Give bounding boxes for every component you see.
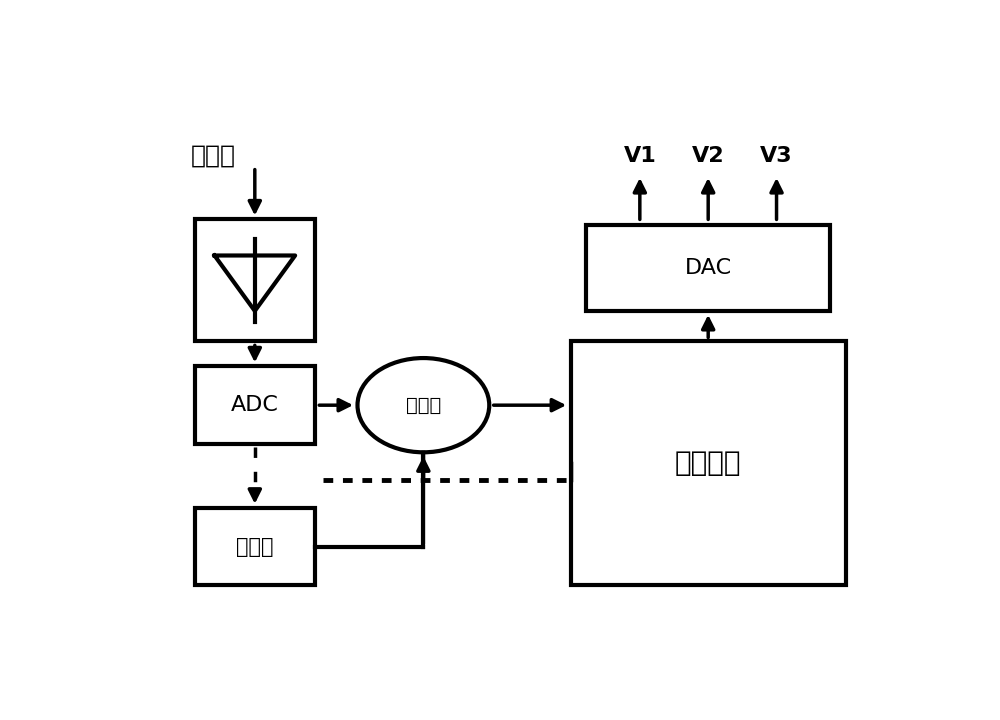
Text: 微处理器: 微处理器 (675, 449, 741, 477)
Text: 存储器: 存储器 (236, 536, 274, 557)
Text: V3: V3 (760, 145, 793, 166)
Bar (571, 341, 846, 585)
Text: V2: V2 (692, 145, 724, 166)
Text: 监控光: 监控光 (191, 144, 236, 168)
Bar (586, 225, 830, 311)
Bar (195, 366, 315, 444)
Text: ADC: ADC (231, 395, 279, 415)
Bar (195, 508, 315, 585)
Bar (195, 220, 315, 341)
Text: 比较器: 比较器 (406, 396, 441, 415)
Text: V1: V1 (623, 145, 656, 166)
Text: DAC: DAC (685, 258, 732, 278)
